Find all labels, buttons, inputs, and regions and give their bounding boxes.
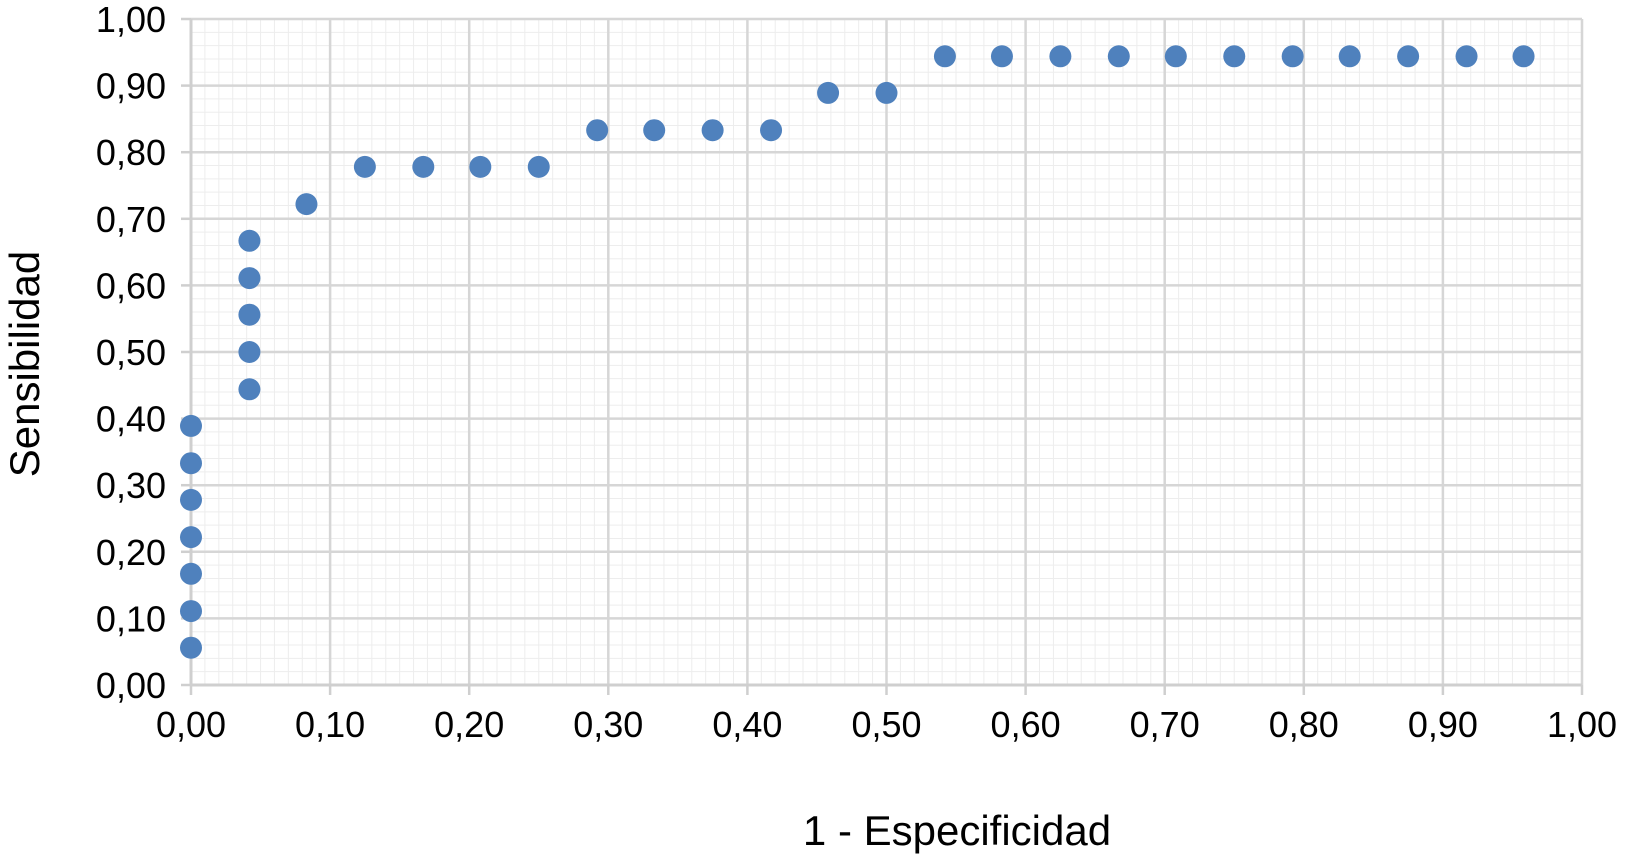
y-axis-title: Sensibilidad xyxy=(1,251,48,478)
data-point xyxy=(238,229,261,252)
y-tick-label: 0,70 xyxy=(96,199,166,240)
y-tick-label: 0,30 xyxy=(96,465,166,506)
data-point xyxy=(1281,45,1304,68)
data-point xyxy=(586,119,609,142)
data-point xyxy=(469,155,492,178)
data-point xyxy=(875,81,898,104)
data-point xyxy=(760,119,783,142)
x-tick-label: 0,50 xyxy=(851,704,921,745)
y-tick-label: 0,60 xyxy=(96,265,166,306)
data-point xyxy=(180,600,202,623)
data-point xyxy=(817,81,840,104)
x-tick-label: 0,00 xyxy=(156,704,226,745)
data-point xyxy=(701,119,724,142)
data-points xyxy=(180,45,1535,659)
y-axis-ticks: 0,00 0,10 0,20 0,30 0,40 0,50 0,60 0,70 0,80 0,90… xyxy=(96,0,191,706)
x-tick-label: 0,20 xyxy=(434,704,504,745)
x-tick-label: 0,70 xyxy=(1130,704,1200,745)
data-point xyxy=(180,526,202,549)
data-point xyxy=(238,378,261,401)
y-tick-label: 1,00 xyxy=(96,0,166,40)
data-point xyxy=(353,155,376,178)
data-point xyxy=(180,414,202,437)
grid xyxy=(191,17,1584,685)
data-point xyxy=(238,303,261,326)
x-tick-label: 0,60 xyxy=(991,704,1061,745)
data-point xyxy=(180,488,202,511)
data-point xyxy=(1397,45,1420,68)
x-tick-label: 1,00 xyxy=(1547,704,1617,745)
data-point xyxy=(1107,45,1130,68)
data-point xyxy=(643,119,666,142)
data-point xyxy=(990,45,1013,68)
data-point xyxy=(1512,45,1535,68)
y-tick-label: 0,00 xyxy=(96,665,166,706)
data-point xyxy=(1338,45,1361,68)
x-axis-ticks: 0,00 0,10 0,20 0,30 0,40 0,50 0,60 0,70 0,80 0,90… xyxy=(156,685,1617,745)
y-tick-label: 0,80 xyxy=(96,132,166,173)
x-tick-label: 0,30 xyxy=(573,704,643,745)
x-tick-label: 0,40 xyxy=(712,704,782,745)
data-point xyxy=(1164,45,1187,68)
x-tick-label: 0,90 xyxy=(1408,704,1478,745)
y-tick-label: 0,20 xyxy=(96,532,166,573)
data-point xyxy=(180,452,202,475)
y-tick-label: 0,90 xyxy=(96,66,166,107)
data-point xyxy=(1049,45,1072,68)
x-tick-label: 0,10 xyxy=(295,704,365,745)
y-tick-label: 0,10 xyxy=(96,598,166,639)
data-point xyxy=(180,636,202,659)
y-tick-label: 0,50 xyxy=(96,332,166,373)
data-point xyxy=(1223,45,1246,68)
data-point xyxy=(180,562,202,585)
data-point xyxy=(1455,45,1478,68)
data-point xyxy=(933,45,956,68)
x-axis-title: 1 - Especificidad xyxy=(803,807,1111,854)
data-point xyxy=(238,341,261,363)
data-point xyxy=(412,155,435,178)
y-tick-label: 0,40 xyxy=(96,399,166,440)
data-point xyxy=(527,155,550,178)
data-point xyxy=(238,267,261,290)
x-tick-label: 0,80 xyxy=(1269,704,1339,745)
data-point xyxy=(295,193,318,216)
